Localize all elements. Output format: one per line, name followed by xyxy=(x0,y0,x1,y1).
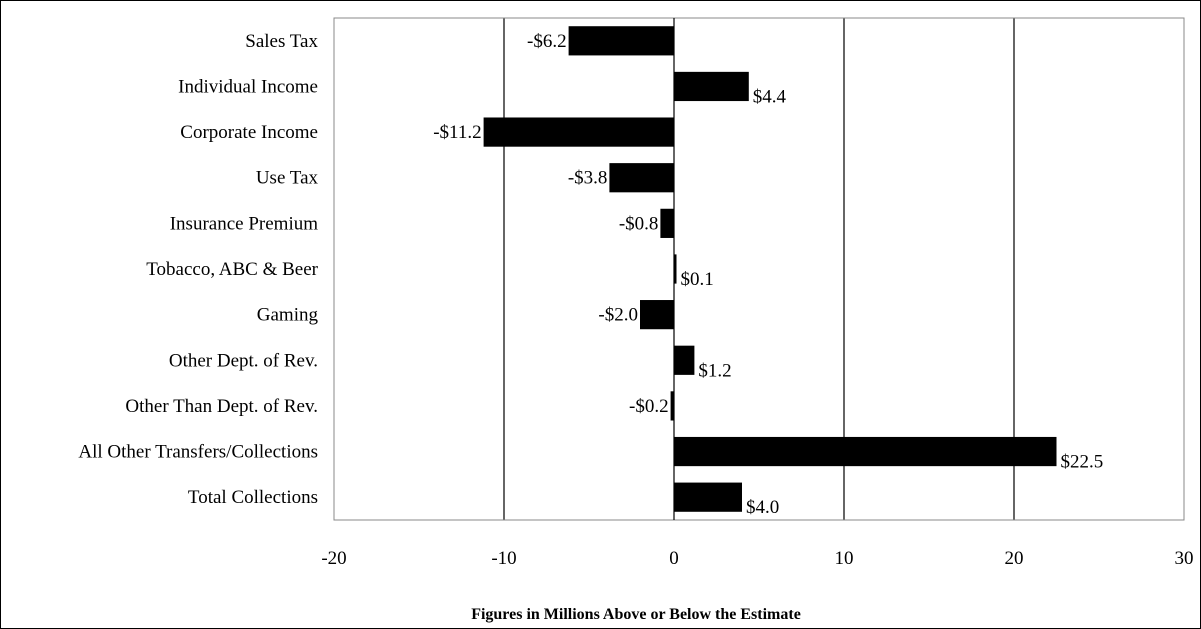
bar xyxy=(568,26,674,56)
category-label: Sales Tax xyxy=(245,31,318,52)
x-tick-label: 20 xyxy=(1005,548,1024,569)
category-label: Individual Income xyxy=(178,76,318,97)
bars xyxy=(483,26,1057,512)
bar xyxy=(483,117,674,147)
data-label: -$0.8 xyxy=(619,213,659,234)
x-tick-labels: -20 -10 0 10 20 30 xyxy=(321,548,1193,569)
category-label: Gaming xyxy=(257,305,319,326)
x-tick-label: 10 xyxy=(835,548,854,569)
category-label: Total Collections xyxy=(188,487,318,508)
data-label: $4.0 xyxy=(746,497,779,518)
bar xyxy=(640,300,674,330)
bar xyxy=(674,254,677,284)
data-label: -$11.2 xyxy=(433,122,481,143)
data-label: $22.5 xyxy=(1061,452,1104,473)
x-tick-label: -10 xyxy=(491,548,516,569)
bar xyxy=(674,345,695,375)
data-label: -$6.2 xyxy=(527,31,567,52)
data-label: $1.2 xyxy=(698,360,731,381)
x-tick-label: 0 xyxy=(669,548,679,569)
plot-area xyxy=(333,17,1185,521)
bar xyxy=(674,482,742,512)
bar xyxy=(674,71,749,102)
category-label: Other Dept. of Rev. xyxy=(169,350,318,371)
data-labels: -$6.2 $4.4 -$11.2 -$3.8 -$0.8 $0.1 -$2.0 $1.2 -$… xyxy=(433,31,1103,518)
category-labels: Sales Tax Individual Income Corporate Inco… xyxy=(78,31,318,508)
bar xyxy=(660,208,674,238)
x-tick-label: -20 xyxy=(321,548,346,569)
category-label: Use Tax xyxy=(256,168,319,189)
bar xyxy=(609,163,674,193)
x-tick-label: 30 xyxy=(1175,548,1194,569)
data-label: -$0.2 xyxy=(629,396,669,417)
gridlines xyxy=(503,18,1015,520)
data-label: $4.4 xyxy=(753,86,787,107)
data-label: -$2.0 xyxy=(598,305,638,326)
data-label: $0.1 xyxy=(681,269,714,290)
category-label: All Other Transfers/Collections xyxy=(78,442,318,463)
category-label: Tobacco, ABC & Beer xyxy=(146,259,318,280)
bar xyxy=(674,436,1057,467)
category-label: Corporate Income xyxy=(180,122,318,143)
category-label: Insurance Premium xyxy=(170,213,318,234)
category-label: Other Than Dept. of Rev. xyxy=(125,396,318,417)
bar xyxy=(670,391,674,421)
x-axis-title: Figures in Millions Above or Below the E… xyxy=(471,606,801,623)
data-label: -$3.8 xyxy=(568,168,608,189)
